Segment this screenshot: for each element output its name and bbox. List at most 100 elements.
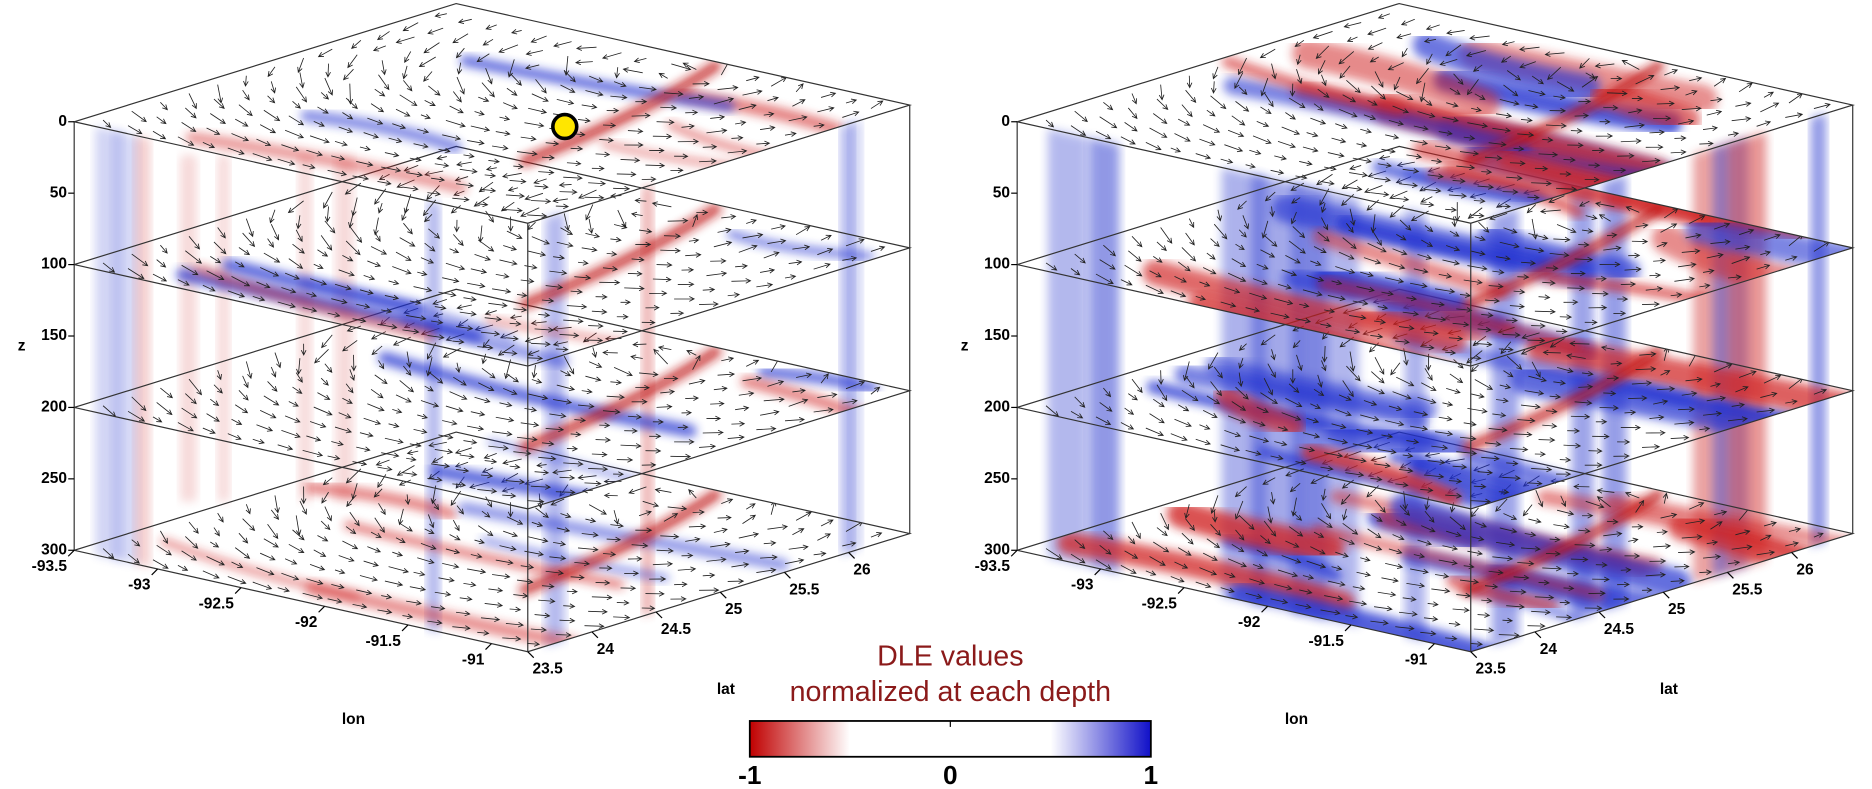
velocity-arrow — [360, 433, 373, 438]
velocity-arrow — [496, 274, 509, 279]
velocity-arrow — [463, 153, 473, 158]
velocity-arrow — [785, 132, 796, 137]
velocity-arrow — [767, 97, 778, 102]
lat-axis-label: lat — [717, 681, 735, 698]
dle-streak — [312, 588, 573, 644]
velocity-arrow — [1261, 49, 1276, 58]
velocity-arrow — [314, 550, 326, 557]
velocity-arrow — [475, 111, 484, 116]
velocity-arrow — [243, 90, 250, 100]
velocity-arrow — [728, 293, 739, 298]
velocity-arrow — [1553, 524, 1569, 529]
curtain — [180, 155, 197, 501]
velocity-arrow — [534, 179, 547, 184]
velocity-arrow — [421, 114, 430, 118]
velocity-arrow — [621, 300, 631, 305]
velocity-arrow — [1246, 164, 1255, 169]
velocity-arrow — [403, 66, 408, 79]
velocity-arrow — [1653, 544, 1670, 549]
colorbar-tick-label: 0 — [943, 760, 958, 789]
velocity-arrow — [396, 109, 410, 116]
velocity-arrow — [585, 233, 599, 238]
velocity-arrow — [484, 453, 496, 458]
velocity-arrow — [728, 579, 744, 584]
velocity-arrow — [289, 401, 298, 406]
velocity-arrow — [364, 275, 375, 280]
velocity-arrow — [605, 493, 618, 498]
velocity-arrow — [335, 141, 347, 146]
velocity-arrow — [325, 507, 332, 521]
velocity-arrow — [153, 560, 168, 568]
velocity-arrow — [1314, 31, 1333, 38]
velocity-arrow — [321, 521, 330, 529]
velocity-arrow — [1556, 329, 1567, 334]
lon-tick — [1095, 569, 1101, 575]
velocity-arrow — [502, 493, 515, 498]
velocity-arrow — [532, 320, 547, 325]
velocity-arrow — [507, 88, 517, 95]
velocity-arrow — [796, 84, 803, 92]
velocity-arrow — [402, 472, 416, 477]
velocity-arrow — [614, 367, 632, 375]
velocity-arrow — [178, 565, 188, 570]
lat-tick — [592, 632, 598, 638]
velocity-arrow — [1714, 78, 1725, 86]
velocity-arrow — [1503, 41, 1515, 46]
velocity-arrow — [319, 49, 333, 57]
velocity-arrow — [453, 520, 459, 531]
velocity-arrow — [1199, 139, 1214, 145]
velocity-arrow — [746, 360, 758, 366]
velocity-arrow — [243, 376, 248, 388]
velocity-arrow — [1671, 435, 1689, 440]
velocity-arrow — [478, 225, 483, 241]
velocity-arrow — [674, 297, 694, 302]
velocity-arrow — [1421, 197, 1432, 203]
velocity-arrow — [428, 28, 443, 34]
velocity-arrow — [654, 349, 668, 364]
velocity-arrow — [485, 173, 495, 178]
lat-axis-label: lat — [1660, 681, 1678, 698]
velocity-arrow — [1703, 126, 1717, 131]
velocity-arrow — [607, 395, 624, 400]
velocity-arrow — [1159, 85, 1164, 100]
velocity-arrow — [524, 123, 543, 128]
lat-tick — [1535, 632, 1541, 638]
velocity-arrow — [1674, 277, 1694, 282]
velocity-arrow — [268, 524, 278, 538]
velocity-arrow — [1146, 428, 1163, 436]
velocity-arrow — [1474, 628, 1494, 633]
velocity-arrow — [756, 426, 775, 431]
velocity-arrow — [1274, 155, 1286, 160]
velocity-arrow — [1374, 606, 1392, 611]
velocity-arrow — [371, 246, 386, 254]
z-axis-label: z — [18, 337, 26, 354]
figure: 050100150200250300z-93.5-93-92.5-92-91.5… — [0, 0, 1872, 789]
velocity-arrow — [1539, 438, 1555, 443]
velocity-arrow — [499, 402, 511, 407]
velocity-arrow — [210, 114, 225, 124]
lat-tick-label: 24 — [1540, 641, 1558, 658]
velocity-arrow — [1328, 153, 1344, 158]
velocity-arrow — [756, 283, 772, 288]
velocity-arrow — [385, 152, 399, 157]
velocity-arrow — [714, 528, 727, 533]
velocity-arrow — [657, 120, 674, 125]
velocity-arrow — [471, 411, 485, 416]
velocity-arrow — [1560, 315, 1571, 320]
velocity-arrow — [389, 423, 399, 428]
velocity-arrow — [1453, 608, 1469, 613]
velocity-arrow — [486, 211, 494, 222]
velocity-arrow — [1213, 67, 1218, 79]
velocity-arrow — [503, 103, 517, 109]
velocity-arrow — [560, 85, 574, 92]
velocity-arrow — [260, 553, 275, 560]
velocity-arrow — [1649, 273, 1660, 278]
velocity-arrow — [314, 407, 332, 415]
dle-streak — [464, 508, 783, 565]
velocity-arrow — [392, 552, 402, 557]
velocity-arrow — [731, 563, 748, 568]
velocity-arrow — [278, 159, 295, 165]
velocity-arrow — [657, 404, 672, 409]
velocity-arrow — [1541, 209, 1561, 214]
velocity-arrow — [1271, 170, 1284, 175]
